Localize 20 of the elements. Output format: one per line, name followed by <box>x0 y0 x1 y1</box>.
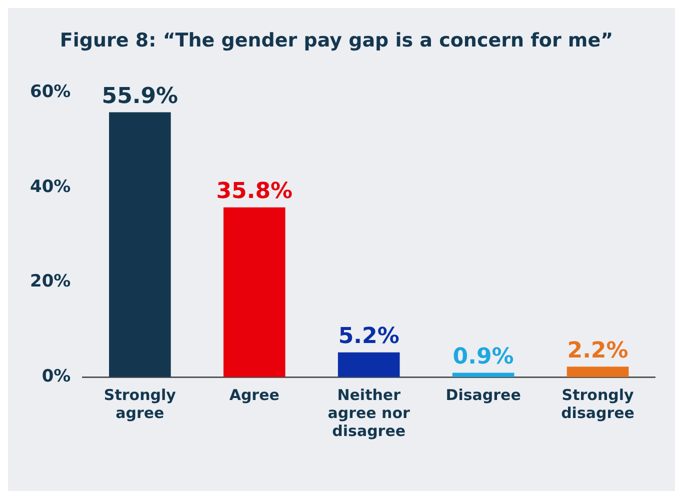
bar <box>452 372 514 377</box>
y-tick-label: 20% <box>30 272 71 292</box>
x-tick-label: Disagree <box>446 386 521 404</box>
y-tick-label: 40% <box>30 176 71 197</box>
bar <box>566 366 629 377</box>
bar <box>223 207 286 377</box>
y-tick-label: 0% <box>42 366 71 386</box>
data-label: 35.8% <box>216 179 293 204</box>
bar <box>338 352 400 377</box>
chart-title: Figure 8: “The gender pay gap is a concern for me” <box>60 29 614 52</box>
y-tick-label: 60% <box>30 82 71 102</box>
bar <box>109 112 171 377</box>
data-label: 5.2% <box>338 324 400 350</box>
data-label: 0.9% <box>452 344 514 370</box>
data-label: 2.2% <box>567 338 628 364</box>
x-tick-label: Neither agree nor disagree <box>328 386 411 440</box>
x-tick-label: Strongly disagree <box>561 386 634 422</box>
x-tick-label: Strongly agree <box>104 386 176 422</box>
data-label: 55.9% <box>102 84 178 109</box>
x-tick-label: Agree <box>229 386 280 404</box>
